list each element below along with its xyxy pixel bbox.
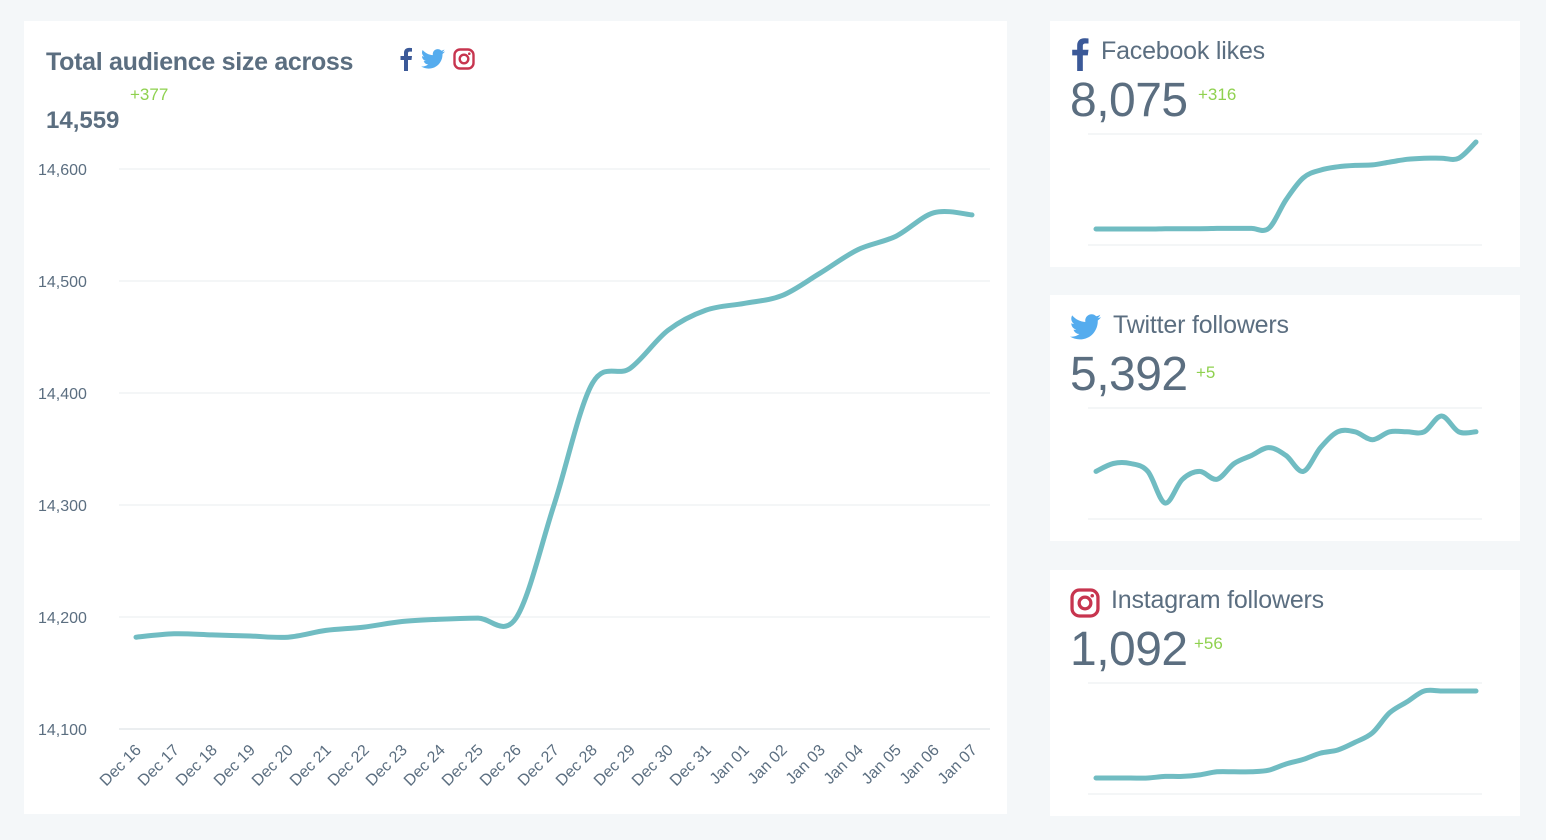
- instagram-title: Instagram followers: [1111, 586, 1324, 614]
- instagram-icon: [453, 48, 475, 75]
- main-title: Total audience size across: [46, 48, 354, 76]
- x-tick-label: Jan 06: [897, 742, 943, 788]
- y-tick-label: 14,400: [38, 386, 87, 403]
- x-tick-label: Dec 30: [629, 742, 677, 790]
- x-tick-label: Dec 22: [325, 742, 373, 790]
- instagram-followers-line: [1093, 687, 1479, 781]
- x-tick-label: Dec 23: [363, 742, 411, 790]
- x-tick-label: Dec 29: [591, 742, 639, 790]
- x-tick-label: Dec 21: [287, 742, 335, 790]
- total-audience-card: Total audience size across 14,559 +377 1…: [24, 21, 1007, 814]
- x-tick-label: Dec 25: [439, 742, 487, 790]
- facebook-icon: [1070, 37, 1090, 76]
- total-audience-line: [133, 208, 975, 640]
- y-tick-label: 14,200: [38, 610, 87, 627]
- facebook-icon: [399, 47, 413, 76]
- x-tick-label: Dec 27: [515, 742, 563, 790]
- main-total-value: 14,559: [46, 107, 120, 134]
- x-tick-label: Dec 16: [97, 742, 145, 790]
- instagram-sparkline: [1088, 682, 1482, 795]
- facebook-likes-line: [1093, 139, 1479, 234]
- twitter-title: Twitter followers: [1113, 311, 1289, 339]
- x-tick-label: Dec 19: [211, 742, 259, 790]
- x-tick-label: Jan 04: [821, 742, 867, 788]
- x-tick-label: Dec 24: [401, 742, 449, 790]
- x-tick-label: Dec 31: [667, 742, 715, 790]
- x-tick-label: Dec 20: [249, 742, 297, 790]
- x-tick-label: Dec 28: [553, 742, 601, 790]
- facebook-likes-card: Facebook likes 8,075 +316: [1050, 21, 1520, 267]
- twitter-followers-card: Twitter followers 5,392 +5: [1050, 295, 1520, 541]
- y-tick-label: 14,300: [38, 498, 87, 515]
- instagram-delta: +56: [1194, 634, 1223, 653]
- instagram-followers-card: Instagram followers 1,092 +56: [1050, 570, 1520, 816]
- network-icons: [399, 47, 475, 76]
- y-tick-label: 14,500: [38, 274, 87, 291]
- facebook-title: Facebook likes: [1101, 37, 1265, 65]
- twitter-followers-line: [1093, 413, 1479, 506]
- x-tick-label: Dec 17: [135, 742, 183, 790]
- facebook-sparkline: [1088, 133, 1482, 246]
- x-tick-label: Jan 05: [859, 742, 905, 788]
- x-tick-label: Jan 01: [707, 742, 753, 788]
- twitter-icon: [421, 49, 445, 74]
- twitter-sparkline: [1088, 407, 1482, 520]
- facebook-value: 8,075: [1070, 74, 1188, 127]
- x-tick-label: Dec 26: [477, 742, 525, 790]
- twitter-value: 5,392: [1070, 348, 1188, 401]
- instagram-icon: [1070, 588, 1100, 623]
- instagram-value: 1,092: [1070, 623, 1188, 676]
- x-tick-label: Jan 03: [783, 742, 829, 788]
- x-tick-label: Jan 07: [935, 742, 981, 788]
- main-total-delta: +377: [130, 85, 169, 104]
- x-tick-label: Jan 02: [745, 742, 791, 788]
- y-tick-label: 14,100: [38, 722, 87, 739]
- twitter-delta: +5: [1196, 363, 1216, 382]
- y-tick-label: 14,600: [38, 162, 87, 179]
- x-tick-label: Dec 18: [173, 742, 221, 790]
- facebook-delta: +316: [1198, 85, 1237, 104]
- main-line-chart: 14,100 14,200 14,300 14,400 14,500 14,600 Dec …: [38, 162, 990, 790]
- twitter-icon: [1070, 314, 1101, 345]
